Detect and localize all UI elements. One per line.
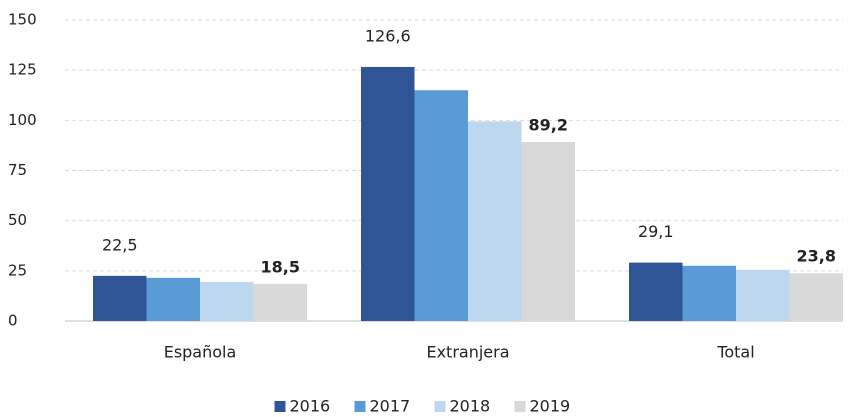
- data-label: 29,1: [638, 222, 674, 241]
- bar: [789, 273, 843, 321]
- bar: [468, 121, 522, 321]
- x-tick-label: Total: [716, 343, 754, 362]
- legend-swatch: [434, 401, 446, 412]
- bar: [146, 277, 200, 321]
- legend-label: 2019: [530, 397, 571, 416]
- y-tick-label: 50: [8, 211, 27, 229]
- y-tick-label: 25: [8, 261, 27, 279]
- data-label: 23,8: [797, 247, 836, 266]
- legend-label: 2017: [370, 397, 411, 416]
- data-label: 126,6: [365, 26, 411, 45]
- bar: [200, 281, 254, 321]
- bar: [629, 262, 683, 321]
- bar: [93, 275, 147, 321]
- y-tick-label: 125: [8, 61, 37, 79]
- y-tick-label: 100: [8, 111, 37, 129]
- legend-swatch: [274, 401, 286, 412]
- bar: [521, 142, 575, 321]
- legend-label: 2016: [290, 397, 331, 416]
- x-tick-label: Española: [164, 343, 237, 362]
- y-tick-label: 150: [8, 11, 37, 29]
- data-label: 89,2: [529, 116, 568, 135]
- legend-swatch: [514, 401, 526, 412]
- bar: [253, 283, 307, 321]
- bar: [682, 265, 736, 321]
- bar: [736, 269, 790, 321]
- x-tick-label: Extranjera: [426, 343, 509, 362]
- y-tick-label: 0: [8, 312, 18, 330]
- bar: [414, 90, 468, 321]
- bar: [361, 66, 415, 322]
- data-label: 18,5: [261, 257, 300, 276]
- legend-swatch: [354, 401, 366, 412]
- legend-label: 2018: [450, 397, 491, 416]
- data-label: 22,5: [102, 235, 138, 254]
- y-tick-label: 75: [8, 161, 27, 179]
